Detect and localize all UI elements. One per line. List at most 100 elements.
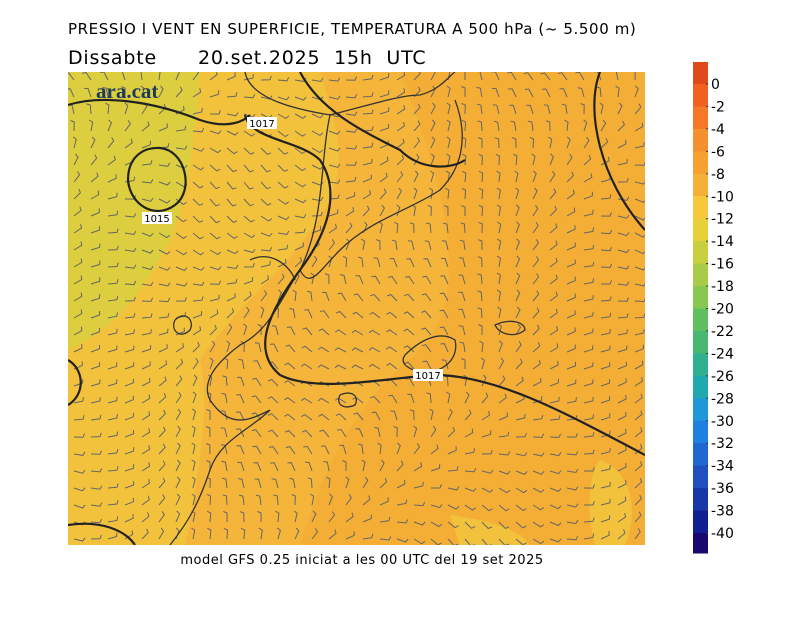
wind-barb [191,442,196,455]
wind-barb [294,113,307,119]
wind-barb [600,194,612,200]
wind-barb [254,478,262,489]
wind-barb [481,469,494,474]
wind-barbs [68,72,645,545]
wind-barb [209,147,222,154]
wind-barb [158,409,167,421]
wind-barb [458,325,466,336]
wind-barb [209,266,222,271]
wind-barb [545,120,551,132]
wind-barb [566,535,579,541]
wind-barb [634,360,644,370]
wind-barb [430,444,439,455]
wind-barb [141,512,150,523]
wind-barb [583,533,595,540]
wind-barb [617,345,628,353]
wind-barb [371,411,381,421]
wind-barb [107,396,118,404]
wind-barb [617,214,630,219]
wind-barb [478,153,483,166]
wind-barb [362,533,374,540]
wind-barb [107,245,119,251]
wind-barb [430,425,437,438]
wind-barb [583,278,595,285]
wind-barb [311,113,324,119]
wind-barb [531,153,536,166]
map: 1017 1015 1017 ara.cat [68,72,645,545]
wind-barb [566,242,576,251]
wind-barb [285,344,296,353]
colorbar-segment [693,375,708,399]
wind-barb [427,204,432,217]
wind-barb [277,198,289,205]
wind-barb [192,358,199,370]
wind-barb [464,391,470,404]
wind-barb [73,415,85,421]
isobar-label-box [247,117,277,129]
wind-barb [498,504,510,512]
wind-barb [532,239,540,251]
wind-barb [497,323,502,336]
wind-barb [596,86,602,98]
wind-barb [409,222,415,234]
wind-barb [158,232,171,239]
wind-barb [355,275,364,285]
wind-barb [379,497,389,506]
wind-barb [549,433,562,438]
colorbar-segment [693,353,708,377]
wind-barb [360,238,366,251]
wind-barb [318,413,330,421]
wind-barb [107,295,119,302]
wind-barb [284,430,296,438]
wind-barb [209,232,221,240]
wind-barb [498,412,508,421]
wind-barb [107,483,119,489]
wind-barb [254,342,262,353]
wind-barb [175,459,181,472]
wind-barb [526,104,534,115]
wind-barb [600,296,612,302]
wind-barb [260,164,271,173]
wind-barb [273,494,279,506]
temp-field [589,460,632,545]
wind-barb [444,205,449,217]
wind-barb [508,88,517,98]
wind-barb [386,346,398,353]
colorbar-label: -40 [711,526,734,542]
wind-barb [105,102,110,115]
wind-barb [107,228,119,234]
wind-barb [345,94,358,99]
wind-barb [617,139,627,149]
wind-barb [446,85,451,98]
wind-barb [191,408,196,421]
wind-barb [99,72,109,81]
isobar-label: 1017 [415,371,440,382]
wind-barb [260,147,272,155]
wind-barb [421,310,432,319]
wind-barb [243,215,255,223]
colorbar-segment [693,533,708,554]
colorbar-segment [693,173,708,197]
wind-barb [90,362,101,370]
wind-barb [321,291,330,302]
colorbar-segment [693,465,708,489]
wind-barb [634,142,645,149]
wind-barb [222,375,228,387]
wind-barb [566,276,576,285]
wind-barb [304,309,313,319]
wind-barb [353,293,364,302]
wind-barb [476,103,483,115]
wind-barb [543,104,551,115]
wind-barb [634,249,645,255]
wind-barb [107,262,119,268]
wind-barb [447,486,460,491]
wind-barb [379,477,388,489]
wind-barb [566,361,576,370]
wind-barb [498,470,511,475]
wind-barb [226,264,239,270]
colorbar-segment [693,443,708,467]
wind-barb [124,464,135,472]
colorbar-label: -6 [711,144,725,160]
wind-barb [311,164,324,170]
wind-barb [532,204,539,217]
